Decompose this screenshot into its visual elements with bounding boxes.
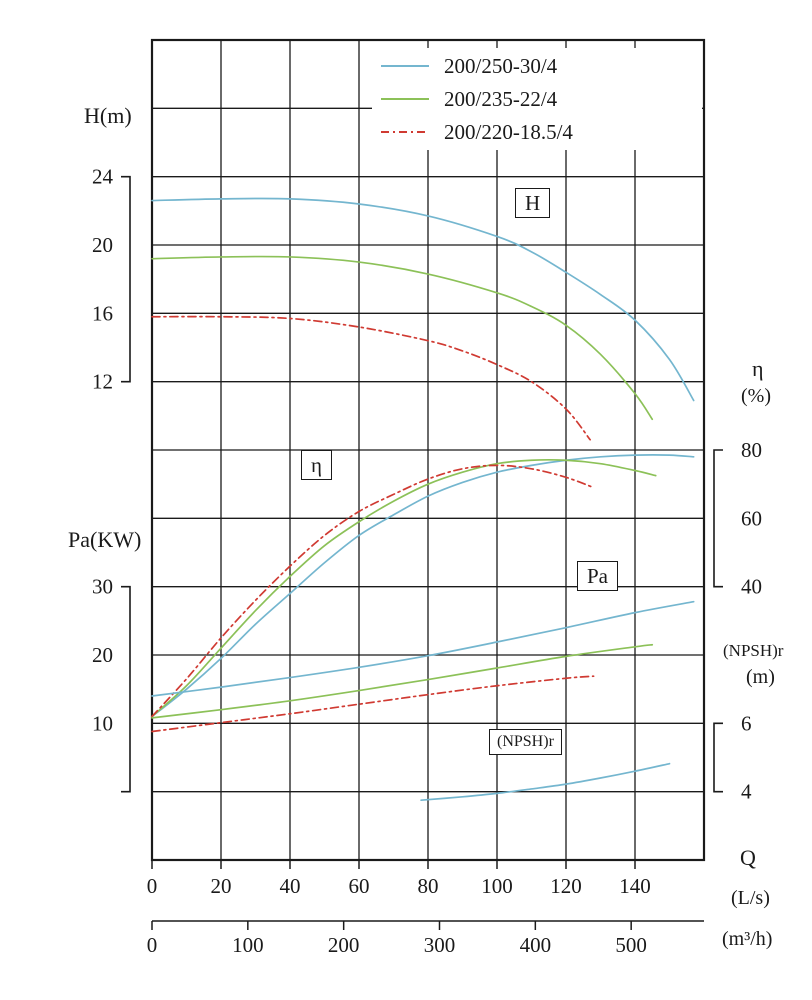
tick-label: 20 <box>211 874 232 898</box>
curve-Pa-200/220-18.5/4 <box>151 675 595 733</box>
tick-label: 400 <box>520 933 552 957</box>
tick-label: 40 <box>741 575 762 599</box>
tick-label: 0 <box>147 874 158 898</box>
axis-bracket <box>713 722 723 793</box>
npsh-axis-unit: (m) <box>746 666 775 688</box>
tick-label: 100 <box>481 874 513 898</box>
curve-eta-200/250-30/4 <box>151 454 695 718</box>
tick-label: 20 <box>92 233 113 257</box>
tick-label: 120 <box>550 874 582 898</box>
tick-label: 6 <box>741 711 752 735</box>
curve-H-200/235-22/4 <box>151 255 654 421</box>
grid <box>151 39 705 861</box>
curve-eta-200/235-22/4 <box>151 458 657 718</box>
legend-item: 200/220-18.5/4 <box>380 120 702 144</box>
q-axis-unit-ls: (L/s) <box>731 887 770 909</box>
tick-label: 40 <box>280 874 301 898</box>
legend-item: 200/250-30/4 <box>380 54 702 78</box>
legend-label: 200/235-22/4 <box>444 87 558 111</box>
tick-label: 20 <box>92 643 113 667</box>
pa-curve-label: Pa <box>577 561 618 591</box>
tick-label: 60 <box>349 874 370 898</box>
tick-label: 24 <box>92 165 114 189</box>
tick-label: 140 <box>619 874 651 898</box>
tick-label: 4 <box>741 780 752 804</box>
curve-H-200/250-30/4 <box>151 197 695 402</box>
npsh-curve-label: (NPSH)r <box>489 729 562 755</box>
q-axis-title: Q <box>740 845 756 870</box>
npsh-axis-title: (NPSH)r <box>723 641 784 660</box>
tick-label: 80 <box>741 438 762 462</box>
curve-Pa-200/250-30/4 <box>151 600 695 697</box>
eta-axis-title: η <box>752 356 764 381</box>
curve-eta-200/220-18.5/4 <box>151 464 595 718</box>
tick-label: 12 <box>92 370 113 394</box>
legend-swatch-line <box>381 98 429 100</box>
axis-bracket <box>121 585 131 793</box>
tick-label: 10 <box>92 711 113 735</box>
tick-label: 30 <box>92 575 113 599</box>
pa-axis-title: Pa(KW) <box>68 527 142 552</box>
axis-bracket <box>121 175 131 383</box>
legend-swatch-line <box>381 131 429 133</box>
h-axis-title: H(m) <box>84 103 132 128</box>
tick-label: 300 <box>424 933 456 957</box>
legend: 200/250-30/4 200/235-22/4 200/220-18.5/4 <box>372 48 702 150</box>
tick-label: 0 <box>147 933 158 957</box>
h-curve-label: H <box>515 188 551 218</box>
axis-bracket <box>713 449 723 588</box>
tick-label: 80 <box>418 874 439 898</box>
tick-label: 60 <box>741 506 762 530</box>
curve-Pa-200/235-22/4 <box>151 643 654 719</box>
legend-swatch-line <box>381 65 429 67</box>
tick-label: 200 <box>328 933 360 957</box>
eta-axis-unit: (%) <box>741 385 771 407</box>
curve-NPSH-200/250-30/4 <box>420 762 671 802</box>
tick-label: 500 <box>615 933 647 957</box>
tick-label: 100 <box>232 933 264 957</box>
curve-H-200/220-18.5/4 <box>151 315 591 441</box>
q-axis-unit-m3h: (m³/h) <box>722 928 773 950</box>
legend-label: 200/220-18.5/4 <box>444 120 573 144</box>
eta-curve-label: η <box>301 450 332 480</box>
legend-item: 200/235-22/4 <box>380 87 702 111</box>
legend-label: 200/250-30/4 <box>444 54 558 78</box>
tick-label: 16 <box>92 301 113 325</box>
